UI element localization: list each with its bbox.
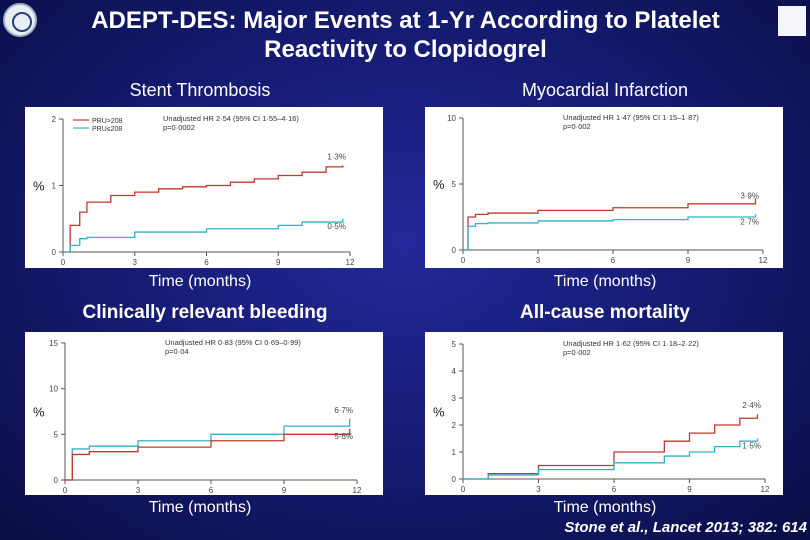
end-value-label: 2·7% xyxy=(740,217,759,226)
x-tick-label: 0 xyxy=(61,258,66,267)
end-value-label: 5·6% xyxy=(334,432,353,441)
y-tick-label: 10 xyxy=(447,114,456,123)
y-tick-label: 10 xyxy=(49,385,58,394)
hr-annotation: p=0·002 xyxy=(563,122,591,131)
end-value-label: 6·7% xyxy=(334,406,353,415)
hr-annotation: p=0·002 xyxy=(563,348,591,357)
chart-panel-myocardial-infarction: 0 5 10 0 3 6 9 12% Unadjusted HR 1·47 (95% CI 1·… xyxy=(425,107,783,268)
panel-title-myocardial-infarction: Myocardial Infarction xyxy=(521,80,689,100)
x-tick-label: 12 xyxy=(353,486,362,495)
hr-annotation: Unadjusted HR 2·54 (95% CI 1·55–4·16) xyxy=(163,114,299,123)
hr-annotation: Unadjusted HR 1·47 (95% CI 1·15–1·87) xyxy=(563,113,699,122)
hr-annotation: p=0·04 xyxy=(165,347,189,356)
y-tick-label: 0 xyxy=(52,248,57,257)
x-axis-label-myocardial-infarction: Time (months) xyxy=(553,273,657,290)
end-value-label: 1·5% xyxy=(742,442,761,451)
series-line-blue xyxy=(63,218,344,253)
end-value-label: 3·9% xyxy=(740,192,759,201)
y-tick-label: 5 xyxy=(452,340,457,349)
x-tick-label: 0 xyxy=(461,485,466,494)
series-line-red xyxy=(463,198,757,251)
y-tick-label: 4 xyxy=(452,367,457,376)
y-tick-label: 0 xyxy=(54,476,59,485)
slide-title: ADEPT-DES: Major Events at 1-Yr Accordin… xyxy=(91,7,720,63)
citation: Stone et al., Lancet 2013; 382: 614 xyxy=(564,519,807,536)
y-tick-label: 2 xyxy=(452,421,457,430)
chart-panel-stent-thrombosis: 0 1 2 0 3 6 9 12% Unadjusted HR 2·54 (95% CI 1·5… xyxy=(25,107,383,268)
mount-sinai-logo xyxy=(778,6,806,36)
x-tick-label: 9 xyxy=(686,256,691,265)
y-axis-label: % xyxy=(433,177,445,192)
hr-annotation: Unadjusted HR 0·83 (95% CI 0·69–0·99) xyxy=(165,338,301,347)
x-tick-label: 9 xyxy=(282,486,287,495)
y-axis-label: % xyxy=(33,405,45,420)
university-seal-logo xyxy=(3,3,37,37)
y-tick-label: 15 xyxy=(49,339,58,348)
hr-annotation: p=0·0002 xyxy=(163,123,195,132)
x-tick-label: 12 xyxy=(346,258,355,267)
y-tick-label: 0 xyxy=(452,246,457,255)
x-tick-label: 3 xyxy=(133,258,138,267)
chart-panel-bleeding: 0 5 10 15 0 3 6 9 12% Unadjusted HR 0·83 (95% CI … xyxy=(25,332,383,495)
end-value-label: 1·3% xyxy=(327,153,346,162)
x-tick-label: 9 xyxy=(276,258,281,267)
x-tick-label: 6 xyxy=(611,256,616,265)
end-value-label: 2·4% xyxy=(742,401,761,410)
chart-bleeding: 0 5 10 15 0 3 6 9 12% Unadjusted HR 0·83 (95% CI … xyxy=(33,338,362,495)
y-tick-label: 5 xyxy=(452,180,457,189)
chart-panel-mortality: 0 1 2 3 4 5 0 3 6 9 12% Unadjusted HR 1·62 (95% CI … xyxy=(425,332,783,495)
y-tick-label: 1 xyxy=(452,448,457,457)
hr-annotation: Unadjusted HR 1·62 (95% CI 1·18–2·22) xyxy=(563,339,699,348)
series-line-blue xyxy=(463,214,757,251)
series-line-blue xyxy=(65,418,351,481)
x-tick-label: 0 xyxy=(461,256,466,265)
x-tick-label: 6 xyxy=(204,258,209,267)
x-tick-label: 6 xyxy=(612,485,617,494)
series-line-red xyxy=(63,165,344,253)
y-tick-label: 1 xyxy=(52,182,57,191)
x-axis-label-stent-thrombosis: Time (months) xyxy=(148,273,252,290)
x-tick-label: 12 xyxy=(761,485,770,494)
panel-title-stent-thrombosis: Stent Thrombosis xyxy=(129,80,271,100)
y-tick-label: 2 xyxy=(52,115,57,124)
legend-label: PRU>208 xyxy=(92,118,123,125)
y-tick-label: 0 xyxy=(452,475,457,484)
y-tick-label: 3 xyxy=(452,394,457,403)
x-tick-label: 3 xyxy=(536,485,541,494)
y-axis-label: % xyxy=(33,179,45,194)
x-tick-label: 3 xyxy=(136,486,141,495)
chart-myocardial-infarction: 0 5 10 0 3 6 9 12% Unadjusted HR 1·47 (95% CI 1·… xyxy=(433,113,768,265)
panel-title-mortality: All-cause mortality xyxy=(520,302,690,323)
series-line-red xyxy=(463,414,759,480)
x-axis-label-bleeding: Time (months) xyxy=(148,499,252,516)
panel-title-bleeding: Clinically relevant bleeding xyxy=(82,302,328,323)
x-tick-label: 0 xyxy=(63,486,68,495)
end-value-label: 0·5% xyxy=(327,222,346,231)
legend-label: PRU≤208 xyxy=(92,126,122,133)
series-line-red xyxy=(65,428,351,481)
y-tick-label: 5 xyxy=(54,430,59,439)
series-line-blue xyxy=(463,438,759,480)
y-axis-label: % xyxy=(433,405,445,420)
x-tick-label: 12 xyxy=(759,256,768,265)
x-tick-label: 9 xyxy=(687,485,692,494)
x-tick-label: 6 xyxy=(209,486,214,495)
x-tick-label: 3 xyxy=(536,256,541,265)
x-axis-label-mortality: Time (months) xyxy=(553,499,657,516)
